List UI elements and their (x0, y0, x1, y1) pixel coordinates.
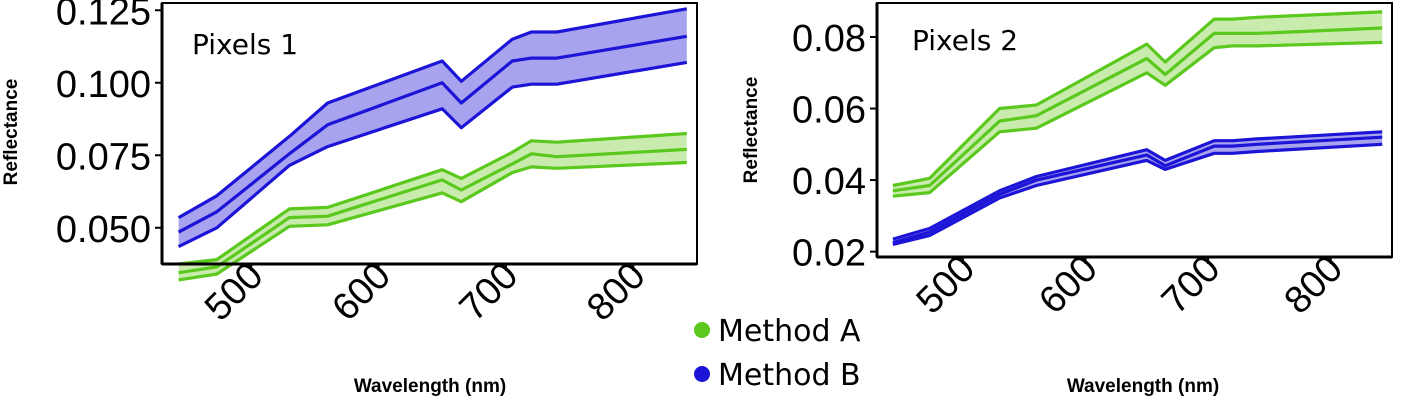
legend-label-method-a: Method A (718, 314, 861, 349)
upper-line-method-a (178, 131, 687, 266)
x-axis-title: Wavelength (nm) (354, 376, 506, 397)
series-method-a (892, 10, 1383, 198)
series-method-a (178, 131, 687, 282)
x-tick-label: 700 (452, 255, 527, 330)
y-tick-label: 0.125 (56, 0, 151, 33)
ribbon-method-a (178, 133, 687, 280)
upper-line-method-b (177, 7, 688, 219)
y-tick-label: 0.04 (792, 161, 866, 203)
mean-line-method-a (892, 26, 1383, 193)
panel-label: Pixels 2 (912, 24, 1018, 57)
x-tick-label: 600 (324, 255, 399, 330)
panel-label: Pixels 1 (192, 28, 298, 61)
series-method-b (892, 130, 1383, 247)
x-axis-title: Wavelength (nm) (1067, 376, 1219, 397)
y-axis-title: Reflectance (1, 79, 22, 186)
legend-label-method-b: Method B (718, 358, 861, 393)
mean-line-method-b (892, 135, 1383, 245)
lower-line-method-b (892, 142, 1383, 247)
legend-item-method-b: Method B (694, 358, 861, 393)
y-tick-label: 0.075 (56, 136, 151, 178)
series-method-b (177, 7, 688, 249)
legend: Method A Method B (694, 314, 861, 393)
mean-line-method-a (178, 147, 687, 275)
y-tick-label: 0.02 (792, 233, 866, 275)
ribbon-method-b (892, 131, 1383, 245)
y-tick-label: 0.100 (56, 64, 151, 106)
y-tick-label: 0.050 (56, 209, 151, 251)
x-tick-label: 800 (579, 255, 654, 330)
upper-line-method-a (892, 10, 1383, 188)
legend-swatch-method-a (694, 322, 710, 338)
ribbon-method-b (178, 8, 687, 247)
x-tick-label: 500 (909, 248, 984, 323)
x-tick-label: 600 (1031, 248, 1106, 323)
lower-line-method-a (892, 40, 1383, 198)
upper-line-method-b (892, 130, 1383, 241)
x-tick-label: 700 (1154, 248, 1229, 323)
y-tick-label: 0.08 (792, 18, 866, 60)
y-axis-title: Reflectance (741, 77, 762, 184)
mean-line-method-b (177, 34, 688, 234)
x-tick-label: 800 (1277, 248, 1352, 323)
lower-line-method-b (177, 60, 688, 249)
lower-line-method-a (178, 160, 687, 282)
legend-item-method-a: Method A (694, 314, 861, 349)
legend-swatch-method-b (694, 366, 710, 382)
y-tick-label: 0.06 (792, 90, 866, 132)
